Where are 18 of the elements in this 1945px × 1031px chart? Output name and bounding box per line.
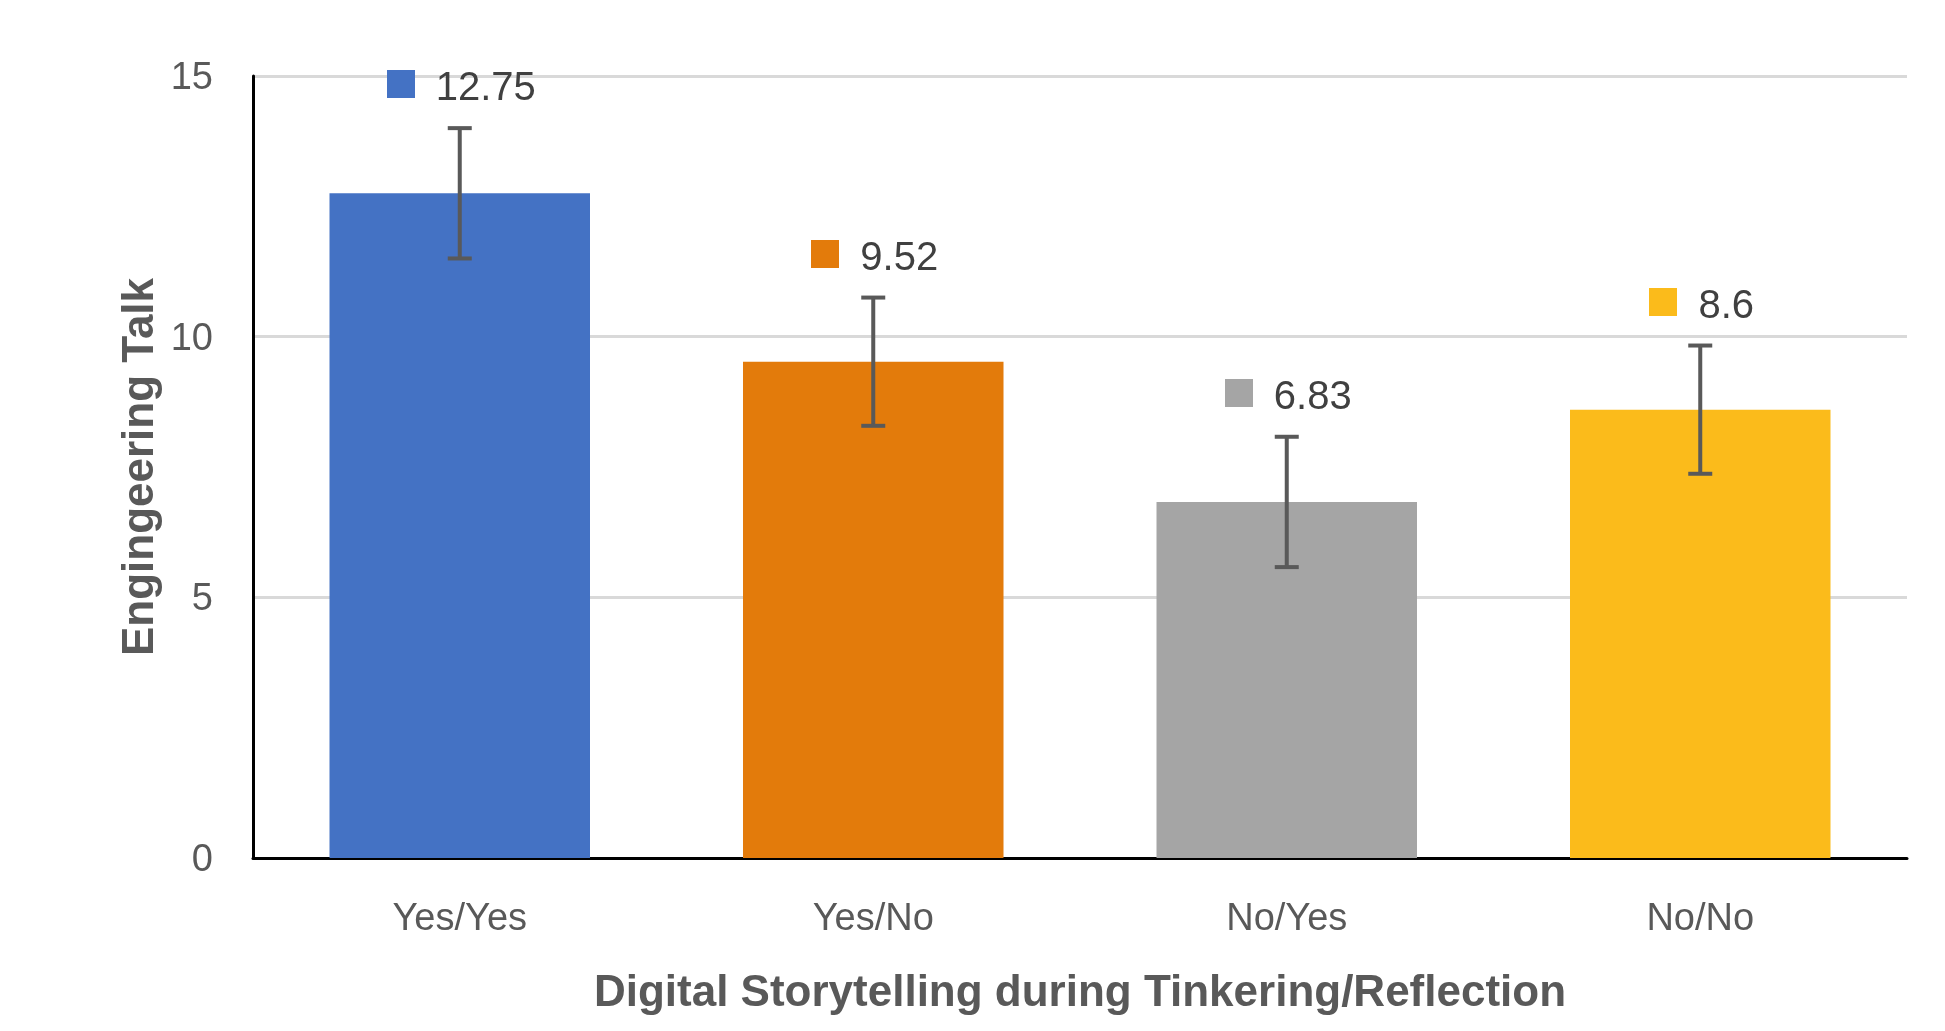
x-tick-label: Yes/Yes [392,896,528,938]
y-tick-label: 0 [191,837,213,879]
x-axis-title: Digital Storytelling during Tinkering/Reflection [593,965,1567,1015]
y-tick-label: 10 [170,315,213,358]
data-label: 8.6 [1698,281,1755,326]
y-tick-label: 15 [170,55,213,97]
data-label: 6.83 [1273,372,1352,417]
data-label: 9.52 [860,233,939,278]
y-axis-title: Engingeering Talk [113,277,163,657]
x-tick-label: No/Yes [1226,896,1348,938]
x-tick-label: No/No [1646,896,1755,938]
y-tick-label: 5 [191,576,213,619]
bar [329,193,590,858]
x-tick-label: Yes/No [812,896,934,938]
bar [1156,501,1417,858]
bar [743,361,1004,858]
bar [1570,409,1831,858]
data-label: 12.75 [435,64,536,109]
